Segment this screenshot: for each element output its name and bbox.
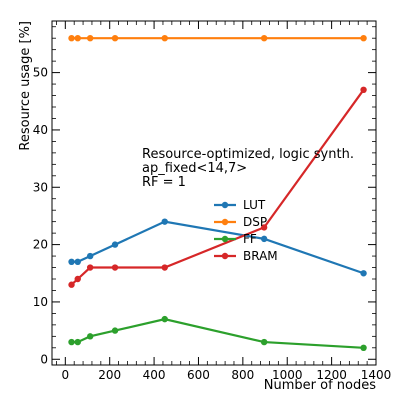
plot-frame [51, 20, 377, 366]
data-point-bram [74, 275, 81, 283]
series-lut [68, 218, 367, 277]
data-point-ff [68, 338, 75, 346]
x-tick-label: 1000 [272, 368, 303, 382]
data-point-lut [161, 218, 168, 225]
series-ff [68, 315, 367, 351]
data-point-ff [74, 338, 81, 346]
data-point-bram [68, 281, 75, 288]
y-tick-label: 50 [33, 66, 48, 80]
data-point-ff [260, 338, 268, 346]
data-point-ff [360, 344, 367, 351]
data-point-lut [260, 235, 268, 243]
legend-item-dsp: DSP [214, 215, 267, 229]
x-tick-label: 400 [143, 368, 166, 382]
annotation-line-3: RF = 1 [142, 175, 186, 190]
data-point-lut [74, 258, 81, 265]
data-point-dsp [68, 35, 75, 42]
data-point-bram [161, 264, 168, 271]
x-axis-label: Number of nodes [264, 378, 376, 393]
data-point-bram [86, 264, 94, 271]
data-point-bram [360, 86, 367, 94]
series-dsp [68, 35, 367, 42]
legend-label-ff: FF [243, 232, 257, 246]
y-axis-label: Resource usage [%] [18, 21, 33, 151]
x-tick-label: 200 [98, 368, 121, 382]
data-point-dsp [74, 35, 81, 42]
x-tick-label: 800 [231, 368, 254, 382]
data-point-lut [111, 241, 119, 248]
y-tick-label: 10 [33, 295, 48, 309]
data-point-bram [111, 264, 119, 271]
legend-swatch-marker [221, 235, 229, 243]
legend-label-dsp: DSP [243, 215, 267, 229]
axis-ticks: 0 200 400 600 800 1000 1200 1400 0 10 20 30 40 50 [33, 21, 392, 382]
data-point-dsp [260, 35, 268, 42]
data-point-ff [111, 327, 119, 334]
data-point-dsp [86, 35, 94, 42]
x-tick-label: 0 [61, 368, 69, 382]
legend-item-bram: BRAM [214, 249, 278, 263]
x-tick-label: 1400 [361, 368, 392, 382]
y-tick-label: 30 [33, 180, 48, 194]
legend-label-lut: LUT [243, 198, 266, 212]
annotation-block: Resource-optimized, logic synth. ap_fixe… [142, 147, 354, 190]
legend-item-ff: FF [214, 232, 257, 246]
data-point-dsp [111, 35, 119, 42]
annotation-line-1: Resource-optimized, logic synth. [142, 147, 354, 162]
legend-item-lut: LUT [214, 198, 266, 212]
data-point-lut [68, 258, 75, 265]
legend-swatch-marker [221, 201, 229, 209]
x-tick-label: 1200 [316, 368, 347, 382]
data-point-dsp [161, 35, 168, 42]
y-tick-label: 0 [40, 352, 48, 366]
y-tick-label: 20 [33, 238, 48, 252]
series-bram [68, 86, 367, 288]
legend: LUT DSP FF BRAM [214, 198, 278, 263]
annotation-line-2: ap_fixed<14,7> [142, 161, 247, 176]
x-tick-label: 600 [187, 368, 210, 382]
legend-label-bram: BRAM [243, 249, 278, 263]
series-layer [68, 35, 367, 351]
data-point-lut [360, 270, 367, 277]
data-point-lut [86, 252, 94, 260]
legend-swatch-marker [221, 252, 229, 260]
data-point-ff [86, 333, 94, 340]
y-tick-label: 40 [33, 123, 48, 137]
data-point-dsp [360, 35, 367, 42]
data-point-ff [161, 315, 168, 323]
legend-swatch-marker [221, 218, 229, 226]
data-point-bram [260, 224, 268, 231]
